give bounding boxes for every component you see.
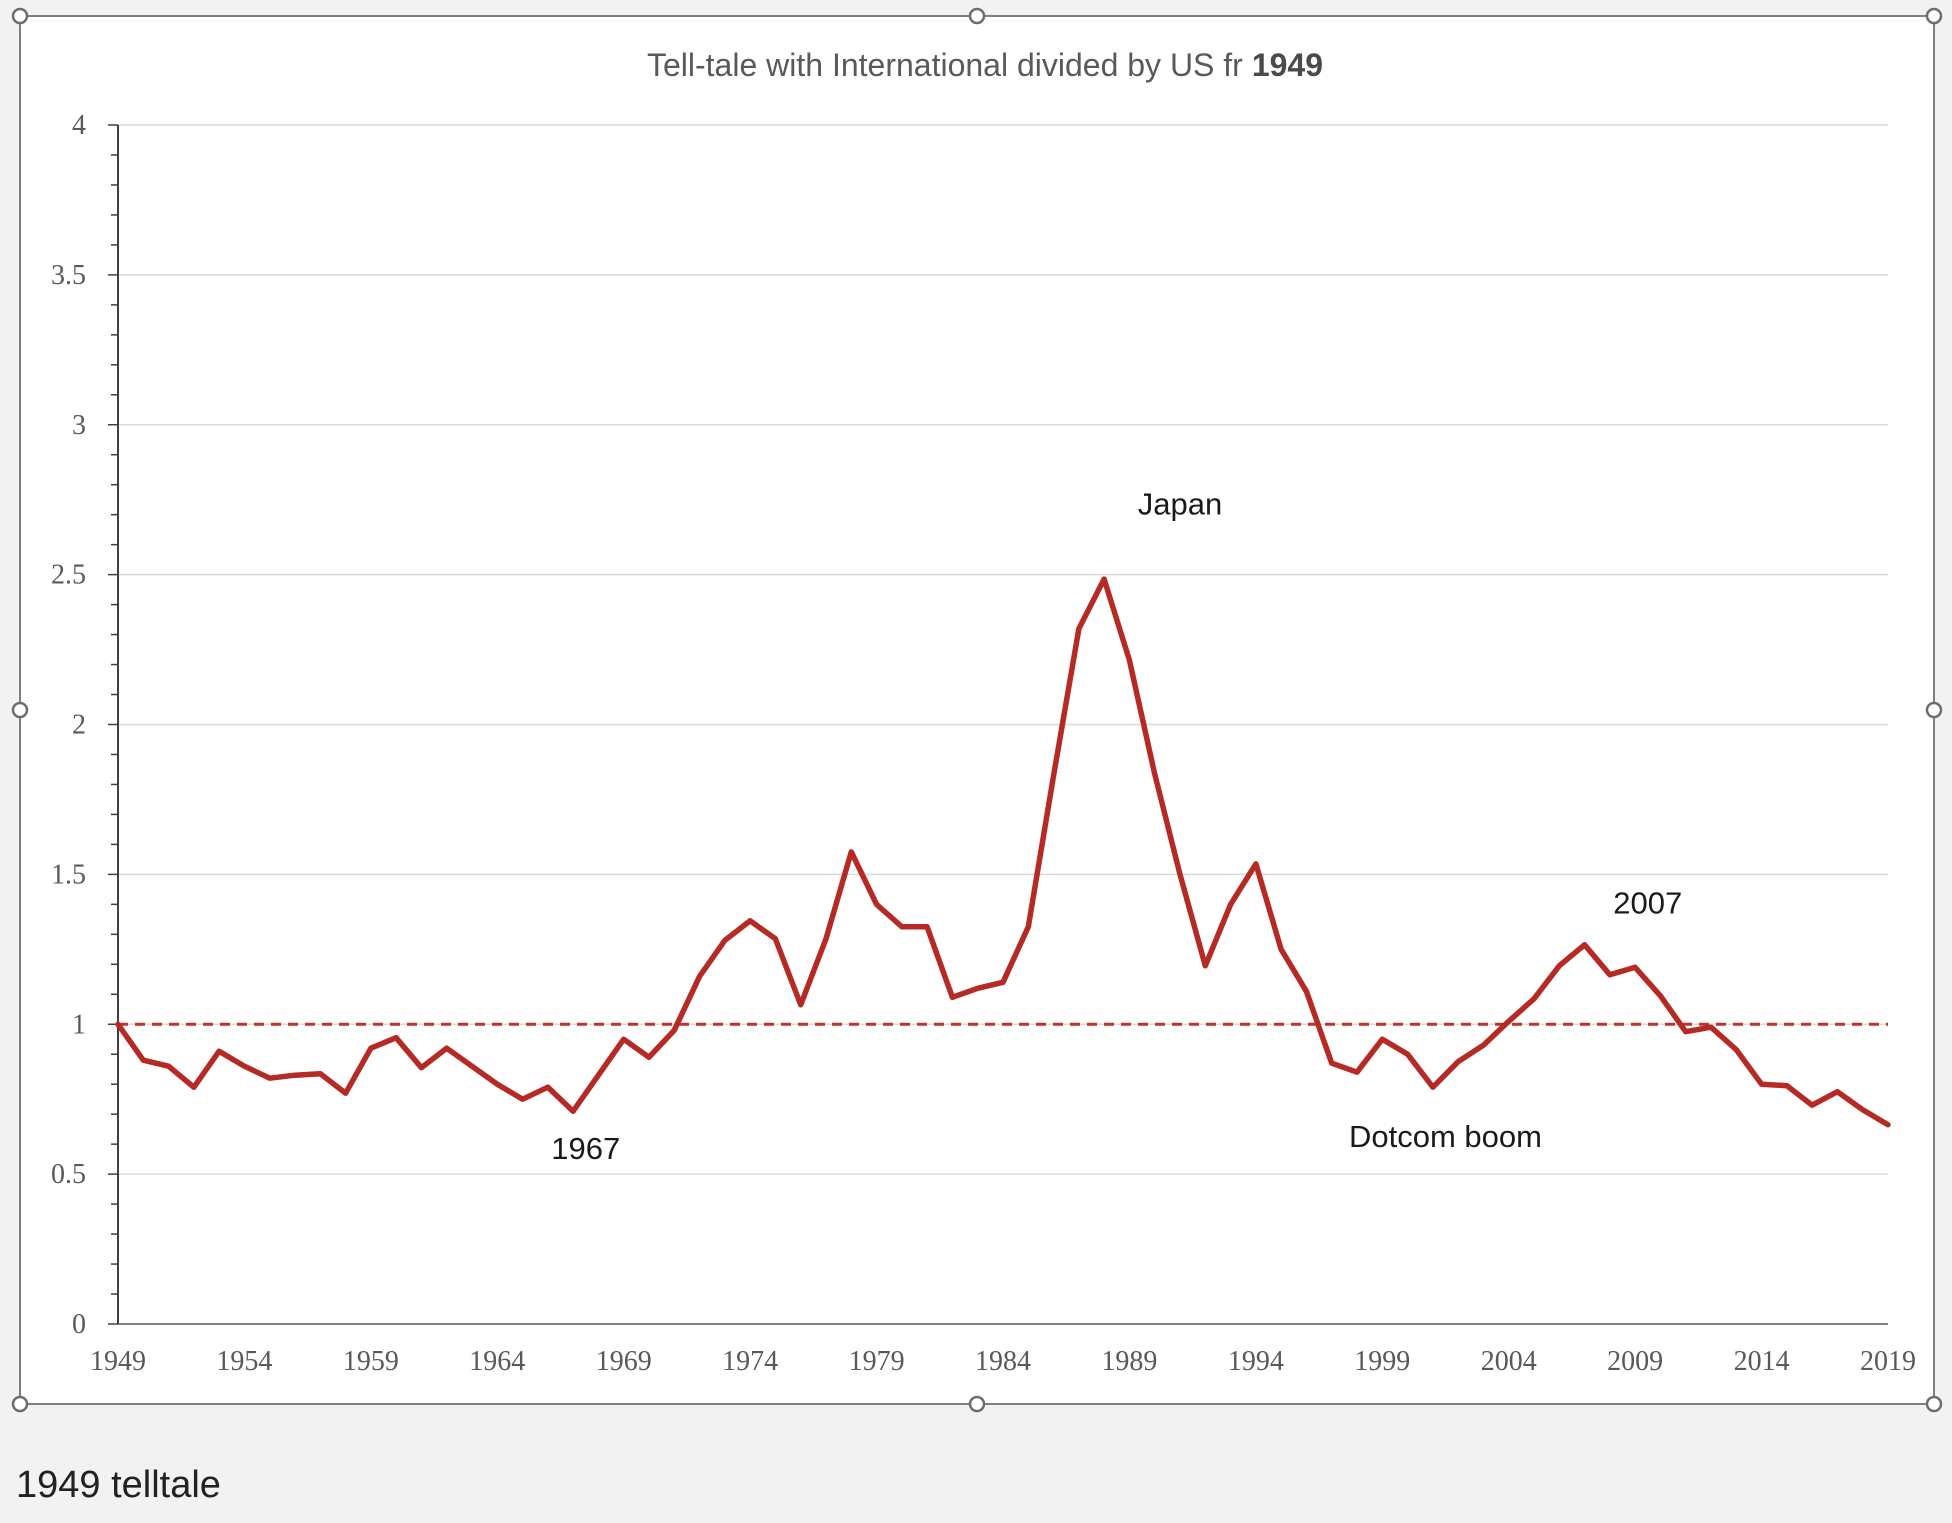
- chart-title: Tell-tale with International divided by …: [647, 47, 1323, 83]
- x-tick-label: 2004: [1481, 1346, 1537, 1377]
- y-tick-label: 0: [72, 1309, 86, 1340]
- x-tick-label: 1969: [596, 1346, 652, 1377]
- y-tick-label: 2: [72, 710, 86, 741]
- chart-area[interactable]: 0 0.5 1 1.5 2 2.5 3 3.5 4 1949 1954 1959 1964 1969 197…: [20, 16, 1934, 1404]
- chart-title-text: Tell-tale with International divided by …: [647, 47, 1243, 83]
- image-caption: 1949 telltale: [16, 1464, 221, 1506]
- annotation-label: Japan: [1138, 487, 1222, 522]
- tick-labels: 0 0.5 1 1.5 2 2.5 3 3.5 4 1949 1954 1959 1964 1969 197…: [51, 110, 1916, 1377]
- y-tick-label: 1.5: [51, 859, 86, 890]
- y-tick-label: 3.5: [51, 260, 86, 291]
- annotation-label: 2007: [1613, 885, 1682, 920]
- y-tick-label: 0.5: [51, 1159, 86, 1190]
- x-tick-label: 2014: [1734, 1346, 1790, 1377]
- x-tick-label: 1989: [1101, 1346, 1157, 1377]
- x-tick-label: 1974: [722, 1346, 778, 1377]
- x-tick-label: 2019: [1860, 1346, 1916, 1377]
- annotation-label: Dotcom boom: [1349, 1119, 1542, 1154]
- annotation-label: 1967: [551, 1131, 620, 1166]
- y-tick-label: 4: [72, 110, 86, 141]
- chart-title-bold: 1949: [1252, 47, 1323, 83]
- y-tick-label: 3: [72, 410, 86, 441]
- y-tick-label: 1: [72, 1009, 86, 1040]
- x-tick-label: 1964: [469, 1346, 525, 1377]
- x-tick-label: 1949: [90, 1346, 146, 1377]
- x-tick-label: 1954: [216, 1346, 272, 1377]
- x-tick-label: 1959: [343, 1346, 399, 1377]
- x-tick-label: 2009: [1607, 1346, 1663, 1377]
- x-tick-label: 1984: [975, 1346, 1031, 1377]
- x-tick-label: 1999: [1354, 1346, 1410, 1377]
- x-tick-label: 1979: [849, 1346, 905, 1377]
- x-tick-label: 1994: [1228, 1346, 1284, 1377]
- gridlines: [118, 124, 1888, 1175]
- annotations: Japan 1967 2007 Dotcom boom: [551, 487, 1682, 1166]
- series: [115, 576, 1891, 1128]
- y-tick-label: 2.5: [51, 560, 86, 591]
- series-line-0: [115, 576, 1891, 1128]
- line-chart: 0 0.5 1 1.5 2 2.5 3 3.5 4 1949 1954 1959 1964 1969 197…: [51, 47, 1916, 1377]
